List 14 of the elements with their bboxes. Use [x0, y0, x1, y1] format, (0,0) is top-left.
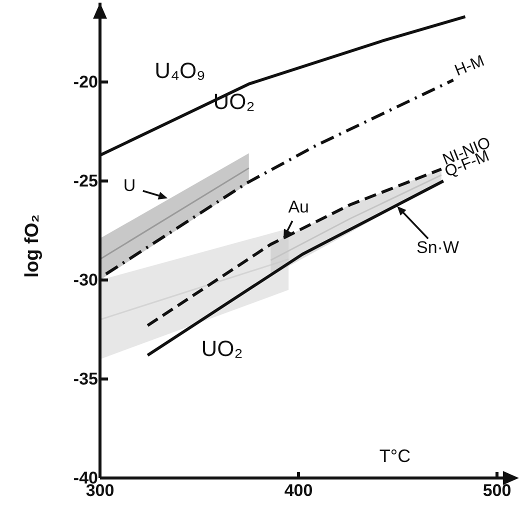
annotation: U — [123, 176, 136, 196]
annotation: Sn·W — [416, 238, 460, 258]
y-tick-label: -30 — [73, 270, 98, 290]
text: H-M — [452, 52, 487, 80]
y-tick-label: -20 — [73, 72, 98, 92]
x-tick-label: 500 — [482, 481, 512, 500]
y-tick-label: -25 — [73, 171, 98, 190]
x-tick-label: 400 — [284, 481, 313, 500]
annotation: U₄O₉ — [154, 58, 206, 83]
y-axis-title: log fO₂ — [22, 214, 43, 278]
x-axis-title: T°C — [379, 446, 411, 466]
y-tick-label: -35 — [73, 369, 98, 388]
annotation: Au — [288, 198, 310, 217]
annotation: UO₂ — [201, 336, 243, 361]
